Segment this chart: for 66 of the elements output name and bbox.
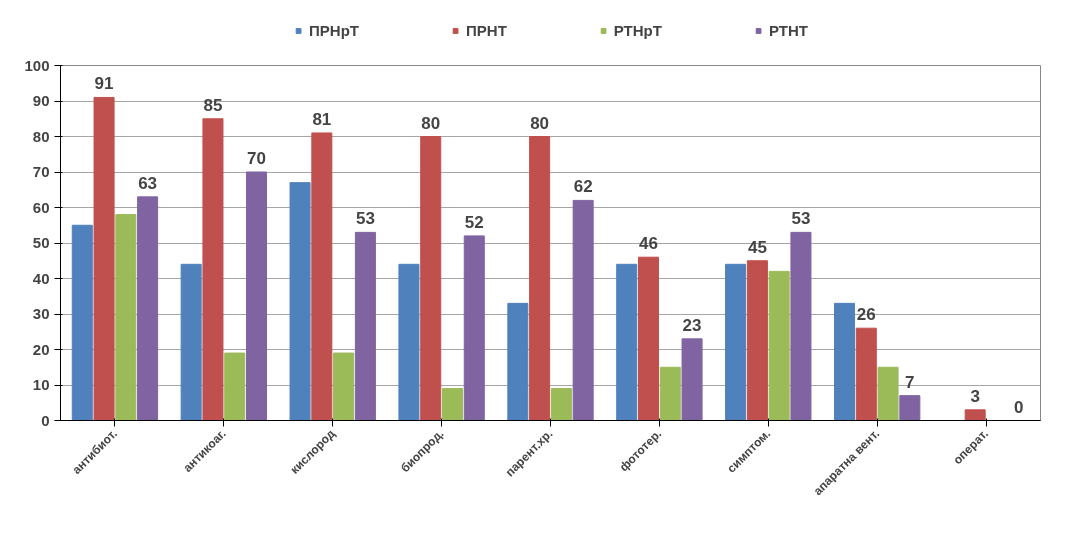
bar [137,196,159,421]
bar [659,366,681,421]
bar [529,136,551,421]
data-label: 46 [639,234,658,254]
bar [681,338,703,421]
y-tick-label: 70 [32,163,50,180]
legend-label: РТНрТ [613,21,662,39]
bar [833,302,856,421]
data-label: 52 [464,212,484,232]
bar [855,327,877,421]
bar [93,96,115,421]
legend-label: ПРНрТ [309,21,360,39]
bar [311,132,333,421]
bar [463,235,485,421]
y-tick-label: 50 [32,234,50,251]
y-tick-label: 90 [32,92,50,109]
data-label: 23 [682,315,702,335]
bar [616,263,638,421]
y-tick-label: 100 [24,56,50,74]
data-label: 85 [203,95,223,115]
bar [572,199,594,421]
data-label: 70 [247,149,266,168]
data-label: 81 [312,109,332,129]
bar [441,388,464,421]
data-label: 62 [573,177,593,197]
data-label: 80 [421,113,441,133]
data-label: 0 [1013,397,1024,417]
data-label: 63 [138,173,158,193]
bar [180,263,202,421]
data-label: 45 [747,237,767,257]
bar [202,118,224,421]
data-label: 7 [905,372,915,392]
y-tick-label: 30 [32,305,50,322]
bar [507,302,529,421]
y-tick-label: 0 [41,411,50,429]
y-tick-label: 10 [32,376,50,393]
y-tick-label: 40 [32,269,50,287]
bar [637,256,660,421]
data-label: 3 [970,386,980,406]
bar [768,270,790,421]
data-label: 53 [355,209,375,229]
bar [964,409,986,421]
bar [398,263,420,421]
bar [420,136,442,421]
data-label: 53 [791,209,811,229]
bar [746,260,768,421]
y-tick-label: 60 [32,198,50,216]
bar [899,395,921,421]
bar [333,352,355,421]
legend-label: ПРНТ [466,21,507,39]
bar [289,182,311,421]
bar [790,231,812,421]
bar [245,171,268,421]
bar [354,231,376,421]
bar [550,388,572,421]
bar [877,366,899,421]
y-tick-label: 80 [32,127,50,145]
bar [71,224,93,421]
bar [115,214,137,421]
legend-label: РТНТ [768,21,808,39]
data-label: 26 [856,305,876,325]
bar [224,352,246,421]
bar [725,263,747,421]
y-tick-label: 20 [32,340,50,358]
data-label: 91 [94,74,114,94]
data-label: 80 [530,113,550,133]
